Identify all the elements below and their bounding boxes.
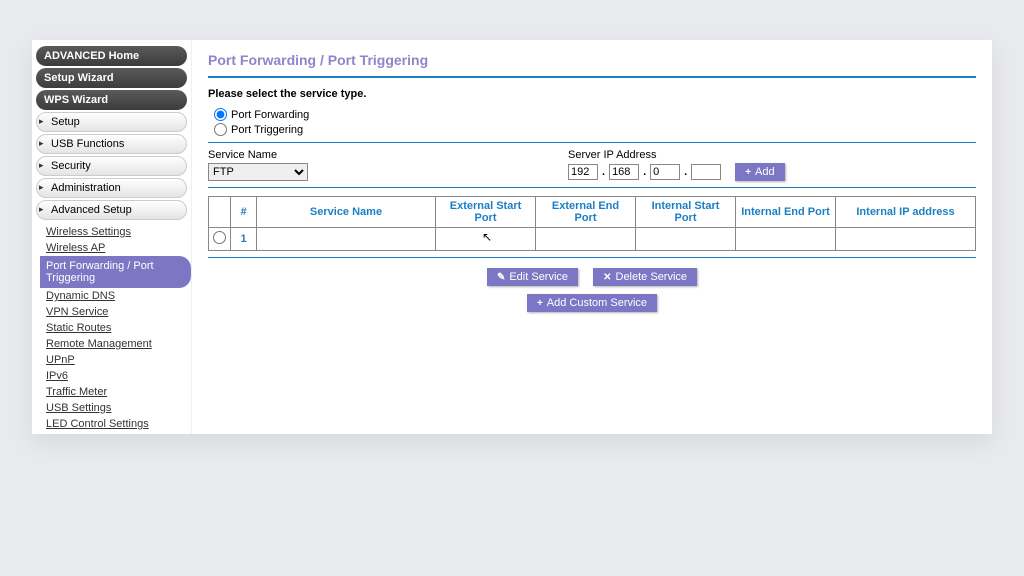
ip-dot: . [643,166,646,178]
nav-pill-advanced-home[interactable]: ADVANCED Home [36,46,187,66]
forwarding-table: # Service Name External Start Port Exter… [208,196,976,251]
ip-octet-3[interactable] [650,164,680,180]
divider [208,76,976,78]
service-name-select[interactable]: FTP [208,163,308,181]
app-frame: ADVANCED Home Setup Wizard WPS Wizard Se… [32,40,992,434]
add-custom-service-button[interactable]: + Add Custom Service [527,294,657,312]
sidebar-item-static-routes[interactable]: Static Routes [46,320,191,336]
sidebar-item-usb-settings[interactable]: USB Settings [46,400,191,416]
sidebar-item-dynamic-dns[interactable]: Dynamic DNS [46,288,191,304]
plus-icon: + [745,167,751,178]
divider [208,142,976,143]
radio-port-triggering-label: Port Triggering [231,124,303,136]
col-number: # [231,197,257,228]
plus-icon: + [537,298,543,309]
sidebar-item-led-control[interactable]: LED Control Settings [46,416,191,432]
col-int-start: Internal Start Port [636,197,736,228]
cell-int-ip [836,228,976,251]
col-int-ip: Internal IP address [836,197,976,228]
nav-tab-administration[interactable]: Administration [36,178,187,198]
nav-pill-setup-wizard[interactable]: Setup Wizard [36,68,187,88]
radio-port-forwarding[interactable] [214,108,227,121]
ip-dot: . [684,166,687,178]
ip-octet-4[interactable] [691,164,721,180]
sidebar-item-port-forwarding[interactable]: Port Forwarding / Port Triggering [40,256,191,288]
divider [208,257,976,258]
table-row: 1 [209,228,976,251]
cell-service-name [257,228,436,251]
sidebar-item-traffic-meter[interactable]: Traffic Meter [46,384,191,400]
row-select-radio[interactable] [213,231,226,244]
row-number: 1 [231,228,257,251]
pencil-icon: ✎ [497,272,505,283]
col-ext-start: External Start Port [436,197,536,228]
edit-service-button[interactable]: ✎ Edit Service [487,268,578,286]
nav-tab-security[interactable]: Security [36,156,187,176]
sidebar-item-upnp[interactable]: UPnP [46,352,191,368]
sidebar-item-ipv6[interactable]: IPv6 [46,368,191,384]
advanced-setup-submenu: Wireless Settings Wireless AP Port Forwa… [32,222,191,434]
cell-ext-end [536,228,636,251]
nav-tab-advanced-setup[interactable]: Advanced Setup [36,200,187,220]
sidebar: ADVANCED Home Setup Wizard WPS Wizard Se… [32,40,192,434]
delete-service-button[interactable]: ✕ Delete Service [593,268,697,286]
radio-port-triggering[interactable] [214,123,227,136]
radio-port-forwarding-label: Port Forwarding [231,109,309,121]
col-int-end: Internal End Port [736,197,836,228]
sidebar-item-vpn-service[interactable]: VPN Service [46,304,191,320]
service-name-label: Service Name [208,149,308,161]
col-ext-end: External End Port [536,197,636,228]
nav-tab-usb-functions[interactable]: USB Functions [36,134,187,154]
ip-dot: . [602,166,605,178]
divider [208,187,976,188]
col-service-name: Service Name [257,197,436,228]
nav-tab-setup[interactable]: Setup [36,112,187,132]
ip-octet-2[interactable] [609,164,639,180]
nav-pill-wps-wizard[interactable]: WPS Wizard [36,90,187,110]
add-button[interactable]: + Add [735,163,784,181]
main-panel: Port Forwarding / Port Triggering Please… [192,40,992,434]
sidebar-item-wireless-settings[interactable]: Wireless Settings [46,224,191,240]
cell-int-end [736,228,836,251]
page-title: Port Forwarding / Port Triggering [208,48,976,72]
cell-int-start [636,228,736,251]
server-ip-label: Server IP Address [568,149,785,161]
sidebar-item-remote-management[interactable]: Remote Management [46,336,191,352]
sidebar-item-wireless-ap[interactable]: Wireless AP [46,240,191,256]
service-type-prompt: Please select the service type. [208,88,976,100]
cell-ext-start [436,228,536,251]
close-icon: ✕ [603,272,611,283]
ip-octet-1[interactable] [568,164,598,180]
col-select [209,197,231,228]
